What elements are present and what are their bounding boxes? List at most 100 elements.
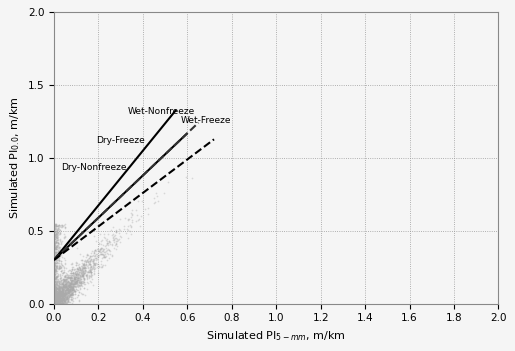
Point [64, 273, 72, 278]
Point [160, 190, 168, 196]
Point [60, 293, 68, 299]
Point [95, 241, 103, 247]
Point [52, 248, 60, 254]
Point [50, 291, 59, 296]
Point [62, 290, 71, 295]
Point [55, 258, 63, 264]
Point [78, 265, 87, 271]
Point [50, 301, 59, 306]
Point [62, 277, 71, 282]
Point [94, 253, 102, 259]
Point [52, 301, 60, 306]
Point [50, 287, 58, 293]
Point [55, 285, 63, 290]
Point [123, 226, 131, 231]
Point [54, 284, 62, 290]
Point [70, 278, 78, 284]
Point [57, 301, 65, 306]
Point [61, 295, 70, 300]
Point [68, 272, 76, 278]
Point [54, 300, 62, 306]
Point [55, 257, 63, 263]
Point [77, 273, 85, 279]
Point [74, 269, 82, 274]
Point [74, 287, 82, 293]
Point [53, 301, 61, 306]
Point [110, 237, 118, 243]
Point [50, 245, 59, 251]
Point [60, 284, 68, 289]
Point [76, 290, 84, 296]
Point [51, 282, 59, 287]
Point [54, 294, 62, 299]
Point [50, 259, 58, 265]
Point [51, 266, 59, 272]
Point [54, 287, 62, 292]
Point [52, 296, 60, 302]
Point [52, 285, 60, 290]
Point [70, 273, 78, 279]
Point [60, 292, 68, 297]
Point [55, 297, 63, 303]
Point [65, 280, 74, 286]
Point [54, 292, 62, 298]
Point [78, 265, 87, 271]
Point [55, 245, 63, 251]
Point [53, 235, 61, 241]
Point [55, 266, 63, 272]
Point [87, 269, 95, 274]
Point [51, 301, 59, 306]
Point [57, 298, 65, 303]
Point [52, 254, 60, 260]
Point [50, 249, 59, 255]
Point [69, 281, 77, 286]
Point [76, 278, 84, 283]
Point [63, 278, 71, 283]
Point [87, 279, 95, 285]
Point [51, 296, 59, 301]
Point [60, 291, 68, 297]
Point [82, 268, 91, 274]
Point [55, 301, 63, 306]
Point [182, 174, 191, 180]
Point [52, 247, 60, 252]
Point [95, 252, 103, 258]
Point [55, 301, 63, 306]
Point [82, 259, 90, 264]
Point [58, 297, 66, 303]
Point [56, 293, 64, 298]
Point [56, 301, 64, 306]
Point [56, 296, 64, 301]
Point [63, 276, 72, 282]
Point [71, 270, 79, 276]
Point [75, 279, 83, 285]
Point [64, 272, 73, 278]
Point [78, 266, 87, 272]
Point [52, 299, 60, 304]
Point [61, 294, 69, 300]
Point [76, 275, 84, 280]
Point [59, 295, 67, 300]
Point [100, 232, 108, 237]
Point [54, 301, 62, 306]
Point [65, 289, 74, 294]
Point [117, 234, 125, 239]
Point [52, 276, 60, 282]
Point [52, 301, 60, 306]
Point [56, 293, 64, 299]
Point [71, 276, 79, 282]
Point [79, 278, 88, 284]
Point [65, 290, 74, 296]
Point [56, 276, 64, 281]
Point [60, 298, 68, 304]
Point [53, 291, 61, 296]
Point [54, 299, 62, 305]
Point [50, 279, 59, 284]
Point [52, 301, 60, 306]
Point [85, 256, 93, 261]
Point [52, 301, 60, 306]
Point [112, 235, 121, 240]
Point [63, 285, 72, 290]
Point [61, 289, 69, 294]
Point [90, 250, 98, 256]
